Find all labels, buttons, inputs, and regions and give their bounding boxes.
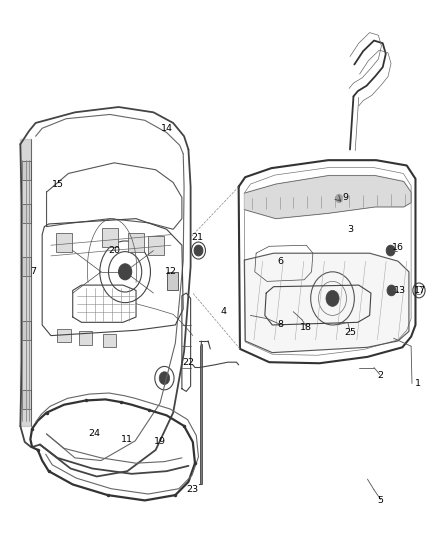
Text: 13: 13 bbox=[394, 286, 406, 295]
Text: 20: 20 bbox=[108, 246, 120, 255]
Text: 17: 17 bbox=[414, 286, 426, 295]
Bar bbox=[102, 228, 118, 247]
Bar bbox=[21, 161, 31, 180]
Bar bbox=[21, 257, 31, 276]
Bar bbox=[21, 204, 31, 223]
Bar bbox=[103, 334, 117, 348]
Polygon shape bbox=[20, 139, 31, 426]
Bar bbox=[148, 236, 163, 255]
Text: 16: 16 bbox=[392, 244, 404, 253]
Text: 5: 5 bbox=[378, 496, 384, 505]
Bar bbox=[56, 233, 72, 252]
Bar bbox=[128, 233, 144, 252]
Bar bbox=[167, 272, 178, 290]
Circle shape bbox=[387, 285, 396, 296]
Text: 25: 25 bbox=[344, 328, 356, 337]
Text: 18: 18 bbox=[300, 323, 312, 332]
Text: 15: 15 bbox=[51, 180, 64, 189]
Text: 4: 4 bbox=[220, 307, 226, 316]
Polygon shape bbox=[244, 253, 409, 353]
Text: 24: 24 bbox=[88, 430, 101, 439]
Text: 23: 23 bbox=[187, 485, 199, 494]
Text: 14: 14 bbox=[161, 124, 173, 133]
Text: 8: 8 bbox=[277, 320, 283, 329]
Circle shape bbox=[119, 264, 132, 280]
Text: 21: 21 bbox=[191, 233, 203, 242]
Text: 22: 22 bbox=[183, 358, 194, 367]
Text: 11: 11 bbox=[121, 435, 133, 444]
Text: 19: 19 bbox=[154, 438, 166, 447]
Bar bbox=[79, 332, 92, 345]
Bar bbox=[21, 390, 31, 409]
Bar bbox=[21, 321, 31, 340]
Text: 3: 3 bbox=[347, 225, 353, 234]
Text: 6: 6 bbox=[277, 257, 283, 265]
Circle shape bbox=[194, 245, 203, 256]
Circle shape bbox=[326, 290, 339, 306]
Circle shape bbox=[336, 194, 343, 203]
Text: 9: 9 bbox=[343, 193, 349, 202]
Text: 1: 1 bbox=[415, 379, 420, 388]
Text: 7: 7 bbox=[30, 268, 36, 276]
Circle shape bbox=[386, 245, 395, 256]
Text: 2: 2 bbox=[378, 371, 384, 380]
Bar bbox=[57, 329, 71, 342]
Text: 12: 12 bbox=[165, 268, 177, 276]
Circle shape bbox=[159, 372, 170, 384]
Polygon shape bbox=[244, 175, 411, 219]
